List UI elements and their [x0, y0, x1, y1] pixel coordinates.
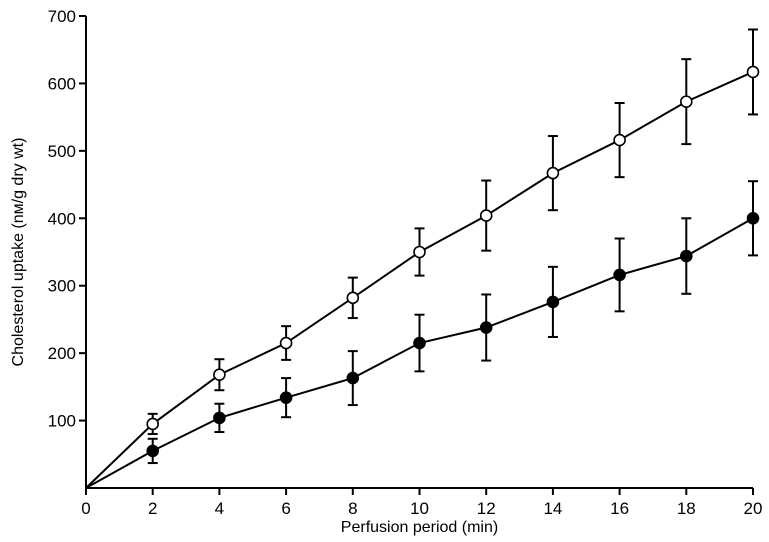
x-tick-label: 16 [610, 499, 629, 518]
data-point [746, 211, 760, 225]
data-point [279, 391, 293, 404]
y-tick-label: 300 [48, 277, 76, 296]
data-point [146, 417, 159, 431]
data-point [279, 336, 293, 350]
x-tick-label: 0 [81, 499, 90, 518]
y-tick-label: 700 [48, 7, 76, 26]
y-tick-label: 100 [48, 412, 76, 431]
x-tick-label: 18 [677, 499, 696, 518]
x-tick-label: 6 [281, 499, 290, 518]
x-tick-label: 4 [215, 499, 224, 518]
data-point [613, 133, 626, 147]
series-layer [85, 28, 760, 489]
data-point [746, 65, 760, 79]
y-tick-label: 200 [48, 344, 76, 363]
y-axis-title: Cholesterol uptake (nм/g dry wt) [10, 138, 27, 367]
x-axis-title: Perfusion period (min) [341, 519, 498, 536]
data-point [213, 411, 226, 425]
x-tick-label: 2 [148, 499, 157, 518]
data-point [346, 291, 360, 305]
x-tick-label: 20 [744, 499, 763, 518]
data-point [213, 368, 226, 382]
x-axis-ticks: 0 2 4 6 8 10 12 14 16 18 20 [81, 488, 762, 518]
data-point [679, 95, 693, 108]
y-tick-label: 400 [48, 209, 76, 228]
series-2 [85, 180, 760, 489]
x-tick-label: 14 [543, 499, 562, 518]
series-1 [85, 28, 760, 489]
x-tick-label: 8 [348, 499, 357, 518]
data-point [346, 371, 360, 385]
x-tick-label: 10 [410, 499, 429, 518]
y-tick-label: 500 [48, 142, 76, 161]
data-point [679, 249, 693, 263]
data-point [479, 321, 493, 334]
data-point [479, 209, 493, 222]
data-point [146, 444, 159, 458]
data-point [546, 295, 560, 309]
data-point [546, 166, 560, 180]
data-point [413, 336, 426, 350]
x-tick-label: 12 [477, 499, 496, 518]
data-point [413, 245, 426, 259]
series-line [85, 71, 754, 489]
y-axis-ticks: 100 200 300 400 500 600 700 [48, 7, 86, 431]
y-tick-label: 600 [48, 74, 76, 93]
data-point [613, 268, 626, 282]
